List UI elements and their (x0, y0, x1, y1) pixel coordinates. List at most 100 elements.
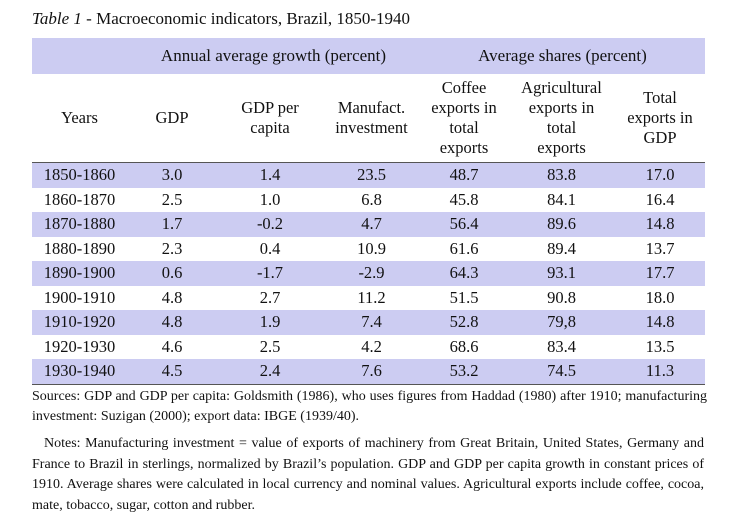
group-header-growth: Annual average growth (percent) (127, 38, 420, 74)
table-cell: 16.4 (645, 189, 675, 209)
group-header-empty (32, 38, 127, 74)
table-title: - Macroeconomic indicators, Brazil, 1850… (81, 9, 411, 28)
column-header-line: exports in (627, 108, 693, 127)
table-cell: 83.4 (547, 336, 576, 356)
table-label: Table 1 (32, 9, 82, 28)
table-cell: 64.3 (420, 261, 508, 286)
table-cell: 52.8 (420, 310, 508, 335)
table-row: 1910-1920 4.8 1.9 7.4 52.8 79,8 14.8 (32, 310, 705, 335)
column-header-line: exports (537, 138, 586, 157)
table-cell: 61.6 (449, 238, 479, 258)
table-cell: 2.4 (217, 359, 323, 384)
column-header-4: Coffee exports in total exports (420, 74, 508, 163)
table-row: 1880-1890 2.3 0.4 10.9 61.6 89.4 13.7 (32, 237, 705, 262)
table-cell: 7.6 (323, 359, 420, 384)
column-header-0: Years (32, 74, 127, 163)
column-header-line: exports in (431, 98, 497, 117)
column-header-line: exports in (528, 98, 595, 117)
table-cell: 13.5 (645, 336, 675, 356)
column-header-line: Manufact. (337, 98, 406, 117)
group-header-row: Annual average growth (percent) Average … (32, 38, 705, 74)
table-cell: 7.4 (323, 310, 420, 335)
table-cell: -1.7 (217, 261, 323, 286)
table-cell: 23.5 (323, 162, 420, 188)
column-header-line: GDP per (241, 98, 299, 117)
table-cell: 4.8 (161, 287, 183, 307)
table-cell: 4.2 (361, 336, 382, 356)
column-header-line: Agricultural (521, 78, 602, 97)
table-cell: -0.2 (217, 212, 323, 237)
table-cell: 13.7 (645, 238, 675, 258)
table-cell: 84.1 (547, 189, 576, 209)
column-header-5: Agricultural exports in total exports (508, 74, 615, 163)
table-row: 1870-1880 1.7 -0.2 4.7 56.4 89.6 14.8 (32, 212, 705, 237)
table-cell: 53.2 (420, 359, 508, 384)
table-cell: 11.2 (357, 287, 386, 307)
table-cell: 0.6 (127, 261, 217, 286)
table-row: 1930-1940 4.5 2.4 7.6 53.2 74.5 11.3 (32, 359, 705, 384)
table-cell: 83.8 (508, 162, 615, 188)
row-years-cell: 1870-1880 (32, 212, 127, 237)
table-cell: 1.0 (259, 189, 281, 209)
column-header-line: capita (250, 118, 290, 137)
table-cell: 14.8 (615, 212, 705, 237)
table-cell: 2.5 (259, 336, 281, 356)
row-years-cell: 1850-1860 (32, 162, 127, 188)
table-cell: 2.5 (161, 189, 183, 209)
table-cell: 2.7 (259, 287, 281, 307)
table-cell: 11.3 (615, 359, 705, 384)
column-header-line: total (546, 118, 577, 137)
column-header-row: Years GDP GDP per capita Manufact. investment… (32, 74, 705, 163)
row-years-cell: 1860-1870 (43, 189, 116, 209)
table-cell: 68.6 (449, 336, 479, 356)
column-header-line: GDP (643, 128, 677, 147)
table-cell: 1.4 (217, 162, 323, 188)
sources-note: Sources: GDP and GDP per capita: Goldsmi… (32, 389, 707, 424)
table-row: 1860-1870 2.5 1.0 6.8 45.8 84.1 16.4 (32, 188, 705, 213)
table-cell: 48.7 (420, 162, 508, 188)
table-cell: 56.4 (420, 212, 508, 237)
column-header-line: Years (61, 108, 98, 127)
row-years-cell: 1900-1910 (43, 287, 116, 307)
column-header-line: GDP (155, 108, 189, 127)
table-row: 1900-1910 4.8 2.7 11.2 51.5 90.8 18.0 (32, 286, 705, 311)
table-cell: 4.7 (323, 212, 420, 237)
table-cell: -2.9 (323, 261, 420, 286)
table-cell: 51.5 (449, 287, 479, 307)
table-cell: 0.4 (259, 238, 281, 258)
table-cell: 45.8 (449, 189, 479, 209)
table-cell: 17.0 (615, 162, 705, 188)
table-cell: 2.3 (161, 238, 183, 258)
table-cell: 4.5 (127, 359, 217, 384)
table-cell: 6.8 (361, 189, 382, 209)
table-cell: 90.8 (547, 287, 576, 307)
table-cell: 1.9 (217, 310, 323, 335)
column-header-line: total (449, 118, 479, 137)
column-header-line: Coffee (441, 78, 487, 97)
column-header-1: GDP (127, 74, 217, 163)
column-header-line: Total (643, 88, 677, 107)
macro-indicators-table: Annual average growth (percent) Average … (32, 38, 705, 385)
table-cell: 17.7 (615, 261, 705, 286)
column-header-3: Manufact. investment (323, 74, 420, 163)
table-cell: 10.9 (357, 238, 386, 258)
table-cell: 4.8 (127, 310, 217, 335)
group-header-shares: Average shares (percent) (420, 38, 705, 74)
table-cell: 18.0 (645, 287, 675, 307)
table-row: 1890-1900 0.6 -1.7 -2.9 64.3 93.1 17.7 (32, 261, 705, 286)
table-cell: 4.6 (161, 336, 183, 356)
table-cell: 89.6 (508, 212, 615, 237)
table-cell: 74.5 (508, 359, 615, 384)
table-row: 1850-1860 3.0 1.4 23.5 48.7 83.8 17.0 (32, 162, 705, 188)
row-years-cell: 1880-1890 (43, 238, 116, 258)
row-years-cell: 1920-1930 (43, 336, 116, 356)
column-header-line: investment (335, 118, 408, 137)
row-years-cell: 1930-1940 (32, 359, 127, 384)
table-row: 1920-1930 4.6 2.5 4.2 68.6 83.4 13.5 (32, 335, 705, 360)
column-header-2: GDP per capita (217, 74, 323, 163)
row-years-cell: 1890-1900 (32, 261, 127, 286)
column-header-6: Total exports in GDP (615, 74, 705, 163)
table-cell: 1.7 (127, 212, 217, 237)
table-caption: Table 1 - Macroeconomic indicators, Braz… (32, 9, 410, 29)
notes-text: Notes: Manufacturing investment = value … (32, 436, 704, 513)
